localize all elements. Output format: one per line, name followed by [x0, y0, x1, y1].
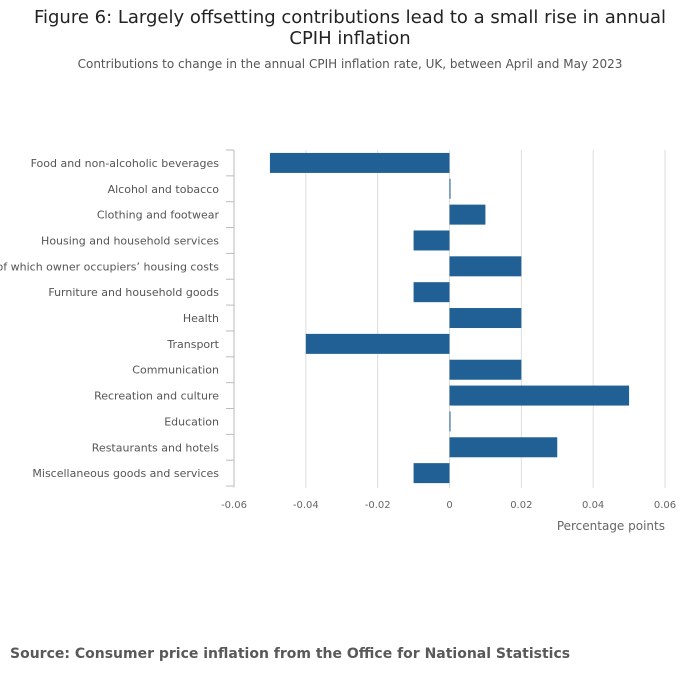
- bars: [269, 152, 630, 484]
- x-tick-label: 0.06: [654, 500, 676, 511]
- x-axis-title: Percentage points: [557, 519, 665, 533]
- category-label: Clothing and footwear: [97, 209, 220, 222]
- category-label: of which owner occupiers’ housing costs: [0, 260, 219, 273]
- chart-subtitle: Contributions to change in the annual CP…: [77, 57, 623, 71]
- bar[interactable]: [449, 437, 558, 458]
- category-label: Housing and household services: [41, 234, 219, 247]
- category-label: Food and non-alcoholic beverages: [31, 157, 220, 170]
- x-tick-label: -0.06: [221, 500, 247, 511]
- x-tick-label: 0: [446, 500, 452, 511]
- bar[interactable]: [305, 333, 450, 354]
- category-label: Furniture and household goods: [48, 286, 219, 299]
- x-tick-label: -0.04: [293, 500, 319, 511]
- category-labels: Food and non-alcoholic beverages Alcohol …: [0, 157, 220, 480]
- bar[interactable]: [449, 178, 451, 199]
- bar[interactable]: [413, 282, 450, 303]
- bar[interactable]: [413, 230, 450, 251]
- bar[interactable]: [269, 152, 450, 173]
- bar[interactable]: [449, 256, 522, 277]
- x-tick-label: 0.04: [582, 500, 604, 511]
- category-label: Alcohol and tobacco: [108, 183, 220, 196]
- category-label: Restaurants and hotels: [92, 441, 219, 454]
- bar[interactable]: [449, 411, 451, 432]
- gridlines: [226, 149, 666, 489]
- x-tick-label: 0.02: [510, 500, 532, 511]
- chart-title: Figure 6: Largely offsetting contributio…: [33, 7, 667, 49]
- bar[interactable]: [449, 204, 486, 225]
- category-label: Transport: [166, 338, 219, 351]
- category-label: Miscellaneous goods and services: [32, 467, 219, 480]
- bar[interactable]: [413, 463, 450, 484]
- category-label: Health: [183, 312, 219, 325]
- category-label: Communication: [132, 364, 219, 377]
- bar[interactable]: [449, 385, 630, 406]
- x-tick-label: -0.02: [365, 500, 391, 511]
- bar[interactable]: [449, 359, 522, 380]
- bar[interactable]: [449, 308, 522, 329]
- category-label: Recreation and culture: [94, 390, 219, 403]
- category-label: Education: [164, 415, 219, 428]
- x-tick-labels: -0.06 -0.04 -0.02 0 0.02 0.04 0.06: [221, 500, 676, 511]
- source-note: Source: Consumer price inflation from th…: [10, 646, 571, 662]
